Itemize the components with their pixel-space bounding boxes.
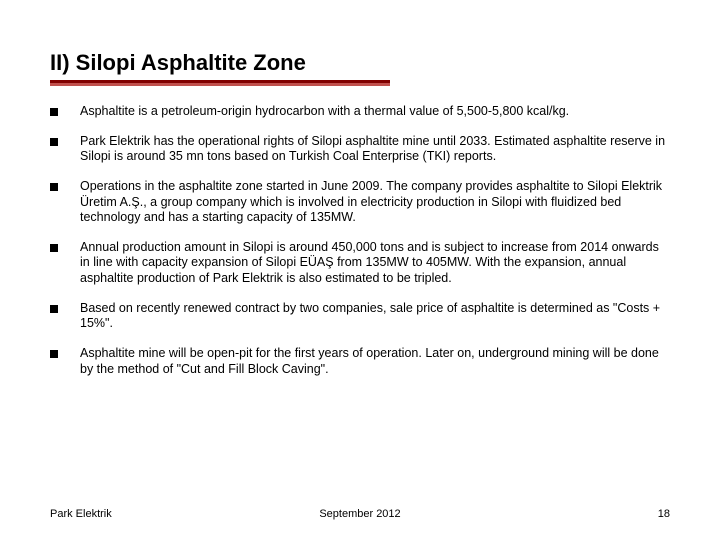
list-item: Asphaltite mine will be open-pit for the…: [50, 346, 670, 377]
footer-left: Park Elektrik: [50, 508, 112, 520]
list-item: Annual production amount in Silopi is ar…: [50, 240, 670, 287]
bullet-icon: [50, 108, 58, 116]
footer-center: September 2012: [319, 508, 400, 520]
bullet-text: Park Elektrik has the operational rights…: [80, 134, 670, 165]
bullet-icon: [50, 305, 58, 313]
bullet-text: Asphaltite mine will be open-pit for the…: [80, 346, 670, 377]
list-item: Operations in the asphaltite zone starte…: [50, 179, 670, 226]
slide-footer: Park Elektrik September 2012 18: [50, 508, 670, 520]
bullet-icon: [50, 350, 58, 358]
footer-page-number: 18: [658, 508, 670, 520]
title-underline: [50, 80, 670, 86]
list-item: Asphaltite is a petroleum-origin hydroca…: [50, 104, 670, 120]
bullet-icon: [50, 244, 58, 252]
list-item: Park Elektrik has the operational rights…: [50, 134, 670, 165]
bullet-text: Based on recently renewed contract by tw…: [80, 301, 670, 332]
list-item: Based on recently renewed contract by tw…: [50, 301, 670, 332]
bullet-text: Asphaltite is a petroleum-origin hydroca…: [80, 104, 569, 120]
bullet-list: Asphaltite is a petroleum-origin hydroca…: [50, 104, 670, 377]
bullet-icon: [50, 138, 58, 146]
slide-title: II) Silopi Asphaltite Zone: [50, 50, 670, 76]
bullet-icon: [50, 183, 58, 191]
bullet-text: Operations in the asphaltite zone starte…: [80, 179, 670, 226]
bullet-text: Annual production amount in Silopi is ar…: [80, 240, 670, 287]
